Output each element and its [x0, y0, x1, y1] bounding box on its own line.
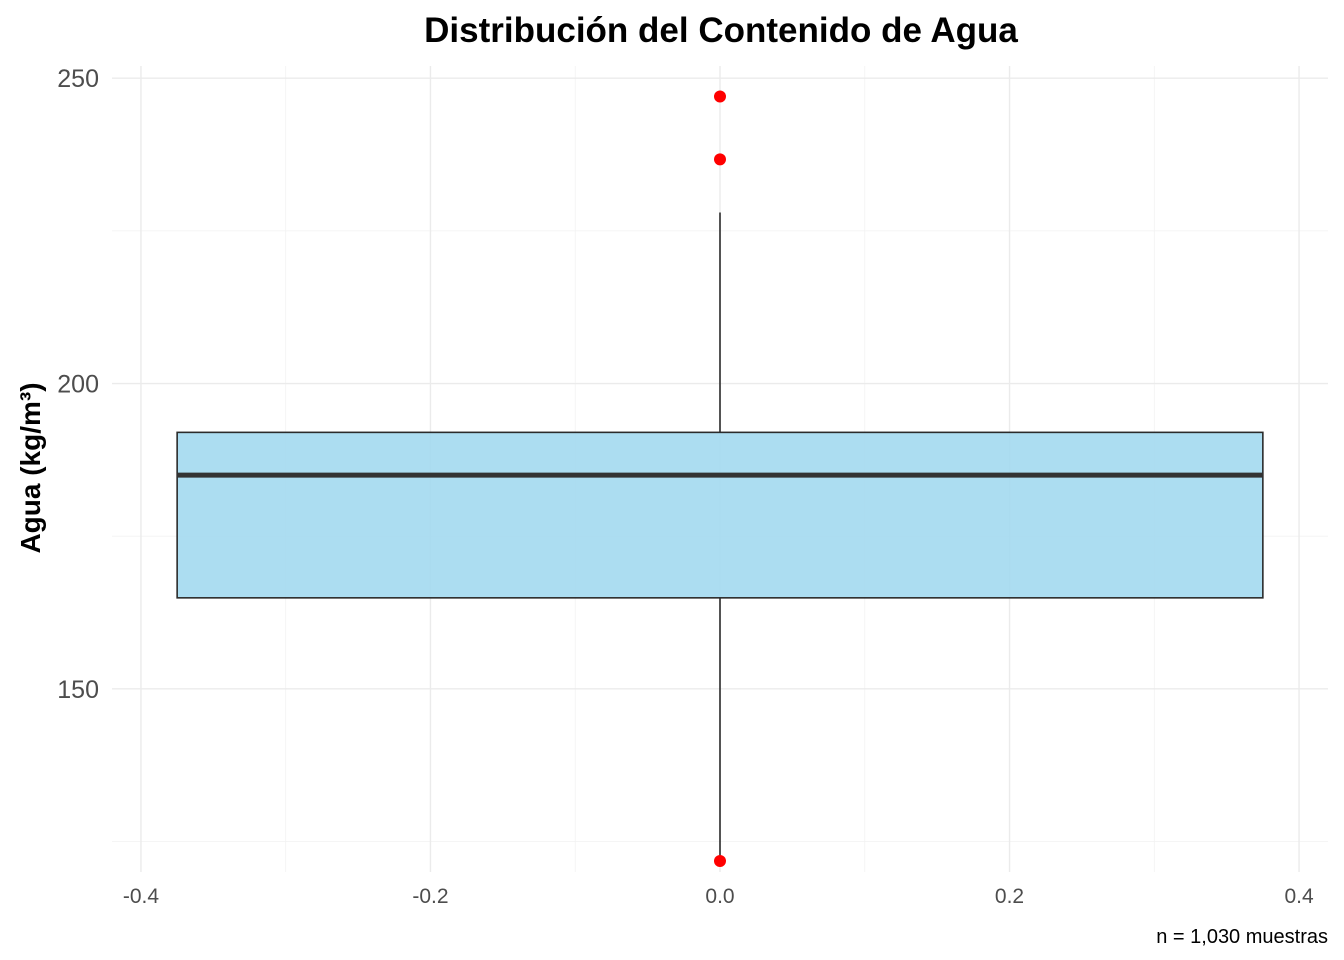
- outlier-point: [714, 90, 726, 103]
- axis-ticks: -0.4 -0.2 0.0 0.2 0.4 150 200 250: [57, 65, 1314, 908]
- y-axis-label: Agua (kg/m³): [15, 382, 46, 553]
- x-tick-label: -0.4: [123, 885, 160, 908]
- boxplot: [176, 90, 1264, 868]
- x-tick-label: 0.2: [995, 885, 1024, 908]
- x-tick-label: 0.0: [705, 885, 734, 908]
- outlier-point: [714, 153, 726, 166]
- box-iqr: [176, 431, 1264, 599]
- x-tick-label: -0.2: [412, 885, 448, 908]
- chart-title: Distribución del Contenido de Agua: [424, 11, 1018, 50]
- chart-caption: n = 1,030 muestras: [1156, 926, 1328, 948]
- y-tick-label: 150: [57, 676, 99, 704]
- y-tick-label: 200: [57, 371, 99, 399]
- outlier-point: [714, 855, 726, 868]
- y-tick-label: 250: [57, 65, 99, 93]
- x-tick-label: 0.4: [1284, 885, 1314, 908]
